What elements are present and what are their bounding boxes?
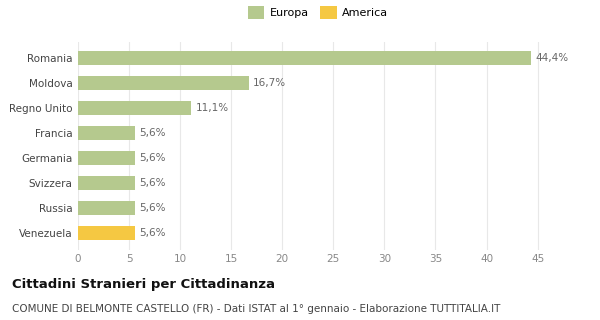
Bar (78, 126, 135, 140)
Legend: Europa, America: Europa, America (243, 1, 393, 24)
Text: 44,4%: 44,4% (536, 53, 569, 63)
Text: 5,6%: 5,6% (139, 153, 166, 163)
Text: Cittadini Stranieri per Cittadinanza: Cittadini Stranieri per Cittadinanza (12, 278, 275, 292)
Text: 11,1%: 11,1% (196, 103, 229, 113)
Text: COMUNE DI BELMONTE CASTELLO (FR) - Dati ISTAT al 1° gennaio - Elaborazione TUTTI: COMUNE DI BELMONTE CASTELLO (FR) - Dati … (12, 304, 500, 314)
Bar (78, 176, 135, 190)
Bar (78, 201, 135, 215)
Bar (78, 101, 191, 115)
Text: 5,6%: 5,6% (139, 178, 166, 188)
Bar (78, 151, 135, 165)
Text: 16,7%: 16,7% (253, 78, 286, 88)
Text: 5,6%: 5,6% (139, 128, 166, 138)
Bar (78, 51, 532, 65)
Bar (78, 76, 248, 90)
Text: 5,6%: 5,6% (139, 203, 166, 213)
Text: 5,6%: 5,6% (139, 228, 166, 238)
Bar (78, 226, 135, 240)
